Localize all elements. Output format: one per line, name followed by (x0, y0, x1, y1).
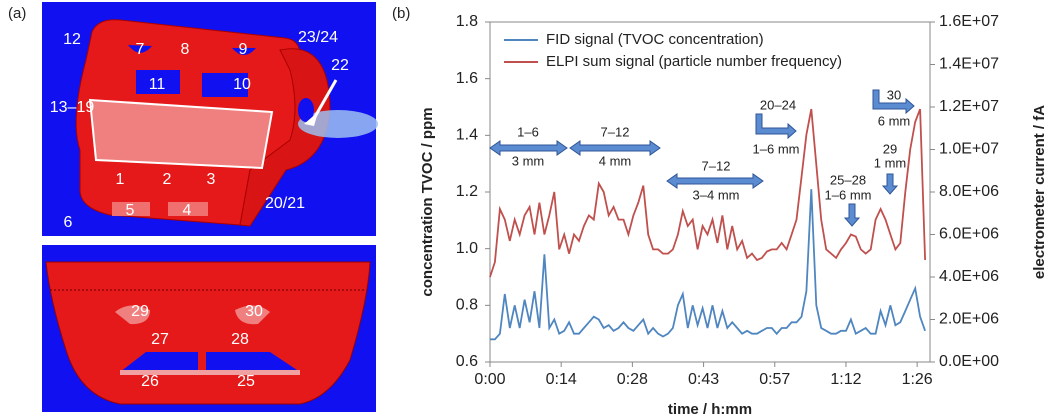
part-label: 12 (63, 31, 81, 48)
y-axis-title: concentration TVOC / ppm (419, 107, 436, 296)
annotation: 1–6 mm (753, 141, 800, 156)
part-label: 3 (207, 171, 216, 188)
annotation: 1–6 (517, 124, 539, 139)
part-label: 6 (64, 214, 73, 231)
part-label: 27 (151, 331, 169, 348)
part-label: 26 (141, 373, 159, 390)
annotation: 25–28 (830, 172, 866, 187)
y2-axis-title: electrometer current / fA (1031, 105, 1048, 279)
annotation: 1 mm (874, 155, 907, 170)
part-label: 2 (163, 171, 172, 188)
y-tick-label: 1.6 (456, 70, 478, 87)
annotation: 30 (887, 87, 901, 102)
x-axis-title: time / h:mm (668, 401, 752, 418)
x-tick-label: 0:14 (546, 371, 577, 388)
annotation: 29 (883, 141, 897, 156)
x-tick-label: 0:57 (759, 371, 790, 388)
y-tick-label: 0.6 (456, 353, 478, 370)
x-tick-label: 0:43 (688, 371, 719, 388)
y-tick-label: 0.8 (456, 297, 478, 314)
legend-label: FID signal (TVOC concentration) (546, 31, 764, 48)
y2-tick-label: 1.4E+07 (939, 56, 999, 73)
part-label: 23/24 (298, 29, 338, 46)
part-label: 30 (245, 303, 263, 320)
legend-label: ELPI sum signal (particle number frequen… (546, 53, 842, 70)
figure: (a) (b) 1278923/2422111013–191235420/216… (0, 0, 1053, 420)
arrow (845, 204, 859, 226)
annotation: 6 mm (878, 113, 911, 128)
arrow (667, 174, 763, 188)
part-label: 10 (233, 76, 251, 93)
part-label: 28 (231, 331, 249, 348)
annotation: 4 mm (599, 153, 632, 168)
annotation: 3 mm (512, 153, 545, 168)
arrow (756, 114, 796, 138)
part-label: 7 (136, 41, 145, 58)
annotation: 20–24 (760, 97, 796, 112)
annotation: 1–6 mm (825, 187, 872, 202)
arrow (883, 174, 897, 194)
part-label: 5 (126, 202, 135, 219)
y2-tick-label: 1.6E+07 (939, 13, 999, 30)
y-tick-label: 1.0 (456, 240, 478, 257)
part-label: 4 (183, 202, 192, 219)
y-tick-label: 1.2 (456, 183, 478, 200)
part-label: 22 (331, 57, 349, 74)
part-label: 20/21 (265, 195, 305, 212)
y2-tick-label: 1.0E+07 (939, 141, 999, 158)
annotation: 7–12 (601, 124, 630, 139)
panel-label: (a) (8, 5, 26, 22)
annotation: 3–4 mm (693, 187, 740, 202)
y2-tick-label: 6.0E+06 (939, 226, 999, 243)
x-tick-label: 1:26 (902, 371, 933, 388)
part-label: 1 (116, 171, 125, 188)
y2-tick-label: 8.0E+06 (939, 183, 999, 200)
x-tick-label: 0:28 (617, 371, 648, 388)
y2-tick-label: 1.2E+07 (939, 98, 999, 115)
panel-label: (b) (392, 5, 410, 22)
part-label: 29 (131, 303, 149, 320)
y2-tick-label: 4.0E+06 (939, 268, 999, 285)
part-label: 9 (239, 41, 248, 58)
part-label: 8 (181, 41, 190, 58)
y-tick-label: 1.8 (456, 13, 478, 30)
y2-tick-label: 0.0E+00 (939, 353, 999, 370)
x-tick-label: 1:12 (830, 371, 861, 388)
render-bottom (42, 245, 376, 412)
part-label: 13–19 (50, 99, 95, 116)
annotation: 7–12 (702, 158, 731, 173)
part-label: 11 (149, 76, 166, 93)
y2-tick-label: 2.0E+06 (939, 311, 999, 328)
x-tick-label: 0:00 (474, 371, 505, 388)
part-label: 25 (237, 373, 255, 390)
y-tick-label: 1.4 (456, 127, 478, 144)
